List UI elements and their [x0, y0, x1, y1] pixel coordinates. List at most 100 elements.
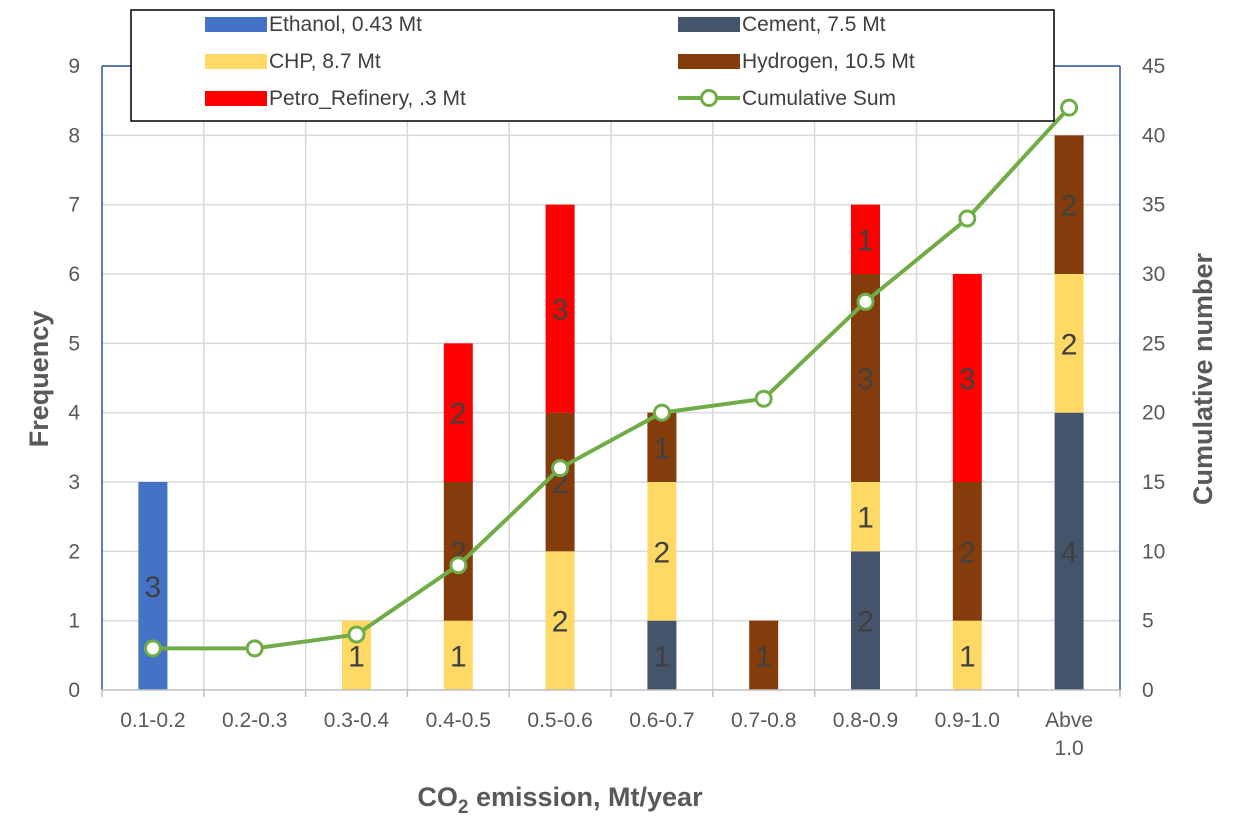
bar-segment	[851, 204, 880, 274]
legend-label: Ethanol, 0.43 Mt	[269, 13, 422, 36]
legend-label: CHP, 8.7 Mt	[269, 50, 381, 73]
y2-axis-title: Cumulative number	[1188, 252, 1218, 505]
legend-swatch	[678, 17, 740, 32]
bar-value-label: 1	[857, 224, 874, 257]
cumulative-point	[245, 639, 264, 658]
bar-value-label: 1	[450, 640, 467, 673]
legend-swatch	[205, 91, 267, 106]
legend-label: Cement, 7.5 Mt	[742, 13, 886, 36]
cumulative-line-path	[152, 106, 1071, 651]
x-tick-label: 0.9-1.0	[935, 709, 1000, 732]
bar-value-label: 2	[654, 536, 671, 569]
y-tick-label: 1	[68, 610, 80, 633]
y-tick-label: 7	[68, 194, 80, 217]
cumulative-line	[143, 98, 1079, 658]
cumulative-point	[1060, 98, 1079, 117]
bar-value-label: 1	[755, 640, 772, 673]
gridlines	[102, 65, 1120, 690]
y2-tick-label: 25	[1142, 332, 1165, 355]
y-tick-label: 3	[68, 471, 80, 494]
y-tick-label: 9	[68, 55, 80, 78]
bar-value-label: 2	[1061, 190, 1078, 223]
bar-segment	[545, 551, 575, 690]
legend-swatch	[205, 17, 267, 32]
legend-swatch	[678, 54, 740, 69]
y-tick-label: 5	[68, 332, 80, 355]
y2-tick-label: 15	[1142, 471, 1165, 494]
y-tick-label: 0	[68, 679, 80, 702]
bar-value-label: 2	[959, 536, 976, 569]
bar-segment	[851, 551, 880, 690]
bar-segment	[647, 482, 677, 621]
cumulative-point	[551, 459, 570, 478]
legend: Ethanol, 0.43 Mt Cement, 7.5 Mt CHP, 8.7 M…	[130, 9, 1055, 122]
bar-value-label: 2	[857, 606, 874, 639]
y-tick-label: 2	[68, 540, 80, 563]
y2-tick-label: 20	[1142, 402, 1165, 425]
y2-tick-label: 40	[1142, 124, 1165, 147]
bar-segment	[1054, 274, 1084, 413]
x-tick-label: 0.3-0.4	[324, 709, 390, 732]
cumulative-point	[347, 625, 366, 644]
bar-segment	[647, 412, 677, 482]
bar-value-label: 3	[857, 363, 874, 396]
x-axis-title-subscript: 2	[458, 797, 469, 817]
x-tick-label: 0.2-0.3	[222, 709, 287, 732]
x-tick-label: 1.0	[1054, 737, 1083, 760]
legend-line-marker	[700, 89, 718, 107]
bar-segment	[443, 343, 473, 482]
bar-segment	[1054, 412, 1084, 690]
cumulative-point	[652, 403, 671, 422]
bar-value-label: 1	[654, 432, 671, 465]
bar-value-label: 1	[857, 502, 874, 535]
x-axis-title-main: CO	[417, 782, 458, 812]
y-tick-label: 4	[68, 402, 80, 425]
x-tick-label: 0.6-0.7	[629, 709, 694, 732]
cumulative-point	[856, 292, 875, 311]
x-axis-title-rest: emission, Mt/year	[468, 782, 703, 812]
x-tick-label: 0.7-0.8	[731, 709, 796, 732]
y2-tick-label: 45	[1142, 55, 1165, 78]
bar-segment	[647, 620, 677, 690]
bar-segment	[443, 482, 473, 621]
cumulative-point	[143, 639, 162, 658]
cumulative-point	[958, 209, 977, 228]
legend-box	[130, 9, 1055, 122]
bar-value-label: 2	[450, 398, 467, 431]
y2-tick-label: 30	[1142, 263, 1165, 286]
bar-value-label: 1	[959, 640, 976, 673]
bar-segment	[952, 482, 982, 621]
y-tick-label: 8	[68, 124, 80, 147]
bar-segment	[749, 620, 779, 690]
bar-value-label: 3	[959, 363, 976, 396]
y-axis-title: Frequency	[24, 311, 54, 448]
bar-value-label: 1	[654, 640, 671, 673]
bar-segment	[545, 412, 575, 552]
bar-segment	[545, 204, 575, 413]
bar-value-label: 3	[145, 571, 162, 604]
bar-segment	[851, 482, 880, 552]
x-tick-label: Abve	[1045, 709, 1093, 732]
x-axis-title: CO2 emission, Mt/year	[417, 782, 703, 817]
bar-segment	[443, 620, 473, 690]
legend-label: Petro_Refinery, .3 Mt	[269, 87, 466, 110]
x-tick-label: 0.1-0.2	[120, 709, 185, 732]
bar-value-label: 2	[1061, 328, 1078, 361]
bar-value-label: 4	[1061, 536, 1078, 569]
cumulative-point	[449, 556, 468, 575]
cumulative-point	[754, 389, 773, 408]
x-tick-label: 0.4-0.5	[426, 709, 491, 732]
bar-value-label: 3	[552, 294, 569, 327]
bar-value-label: 2	[552, 606, 569, 639]
x-tick-label: 0.8-0.9	[833, 709, 898, 732]
y-tick-label: 6	[68, 263, 80, 286]
bar-segment	[952, 274, 982, 482]
y2-tick-label: 10	[1142, 540, 1165, 563]
legend-label: Hydrogen, 10.5 Mt	[742, 50, 915, 73]
y2-tick-label: 5	[1142, 610, 1154, 633]
bar-segment	[1054, 135, 1084, 274]
y2-tick-label: 35	[1142, 194, 1165, 217]
legend-label: Cumulative Sum	[742, 87, 896, 110]
bar-segment	[952, 620, 982, 690]
